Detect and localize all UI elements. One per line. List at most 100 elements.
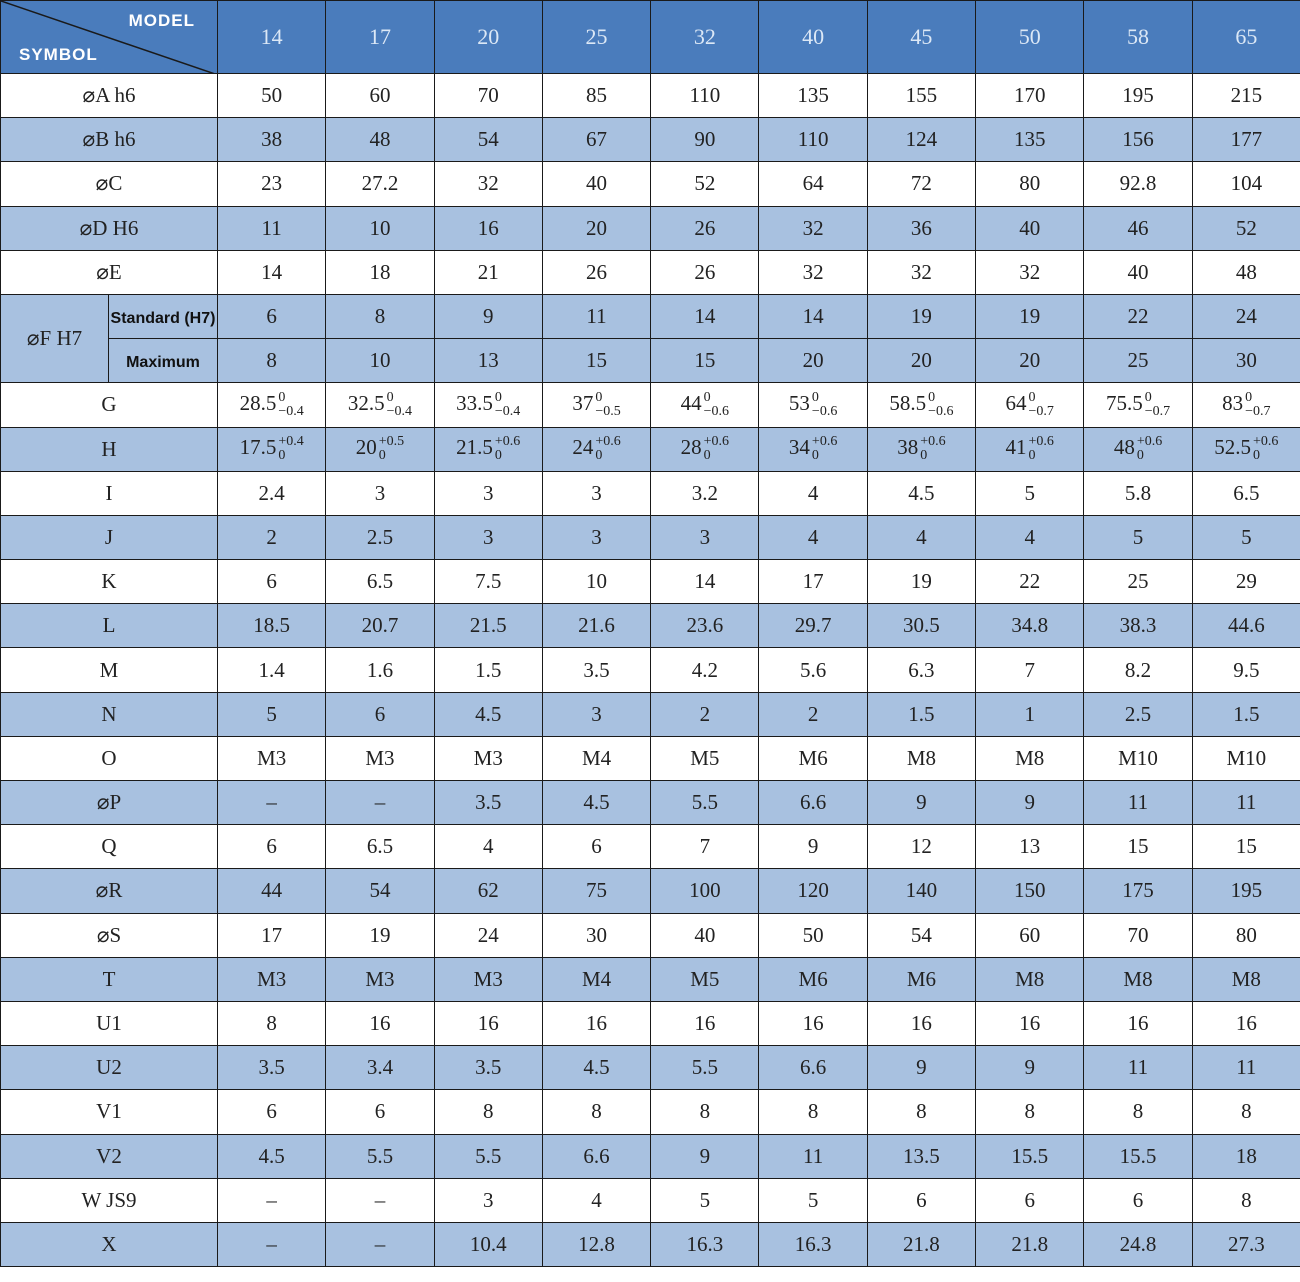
value-cell: 9 [975,1045,1085,1091]
value-cell: 6.6 [758,779,868,826]
value-cell: 156 [1083,117,1193,163]
value-cell: 4.2 [650,647,760,693]
upper-deviation: 0 [494,390,502,405]
value-cell: M3 [325,956,435,1002]
value-cell: 8 [325,293,435,340]
value-cell: 14 [650,559,760,605]
value-cell: M8 [1083,956,1193,1002]
table-row: ⌀P – –3.5 4.5 5.5 6.6 9 9 11 11 [0,779,1300,826]
value-cell: 1 [975,691,1085,737]
value-cell: 1.5 [433,647,543,693]
value-cell: 16.3 [650,1221,760,1268]
value-cell: 32 [866,249,977,295]
value-cell: 21.5 [433,603,543,649]
value-cell: 5.6 [758,647,868,693]
value-cell: 44.6 [1191,603,1300,649]
value-cell: 21 [433,249,543,295]
lower-deviation: −0.4 [494,404,521,419]
value-cell: 8.2 [1083,647,1193,693]
value-cell: 195 [1083,72,1193,119]
lower-deviation: −0.7 [1144,404,1171,419]
value-cell: 40 [650,912,760,958]
value-cell: 38.3 [1083,603,1193,649]
tolerance-cell: 28 +0.6 0 [650,426,760,472]
value-cell: 70 [433,72,543,119]
value-cell: 60 [975,912,1085,958]
symbol-cell: ⌀E [0,249,218,295]
header-row: MODEL SYMBOL 14 17 20 25 32 40 45 50 58 65 [0,0,1300,74]
tolerance-cell: 44 0 −0.6 [650,382,760,428]
table-row: ⌀R 44 54 62 75 100 120 140 150 175 195 [0,868,1300,914]
lower-deviation: 0 [378,448,386,464]
value-cell: 18.5 [216,603,327,649]
value-cell: 4.5 [541,1045,652,1091]
value-cell: 2 [758,691,868,737]
value-cell: 8 [1083,1089,1193,1135]
value-cell: 4 [975,514,1085,561]
value-cell: 11 [758,1133,868,1179]
value-cell: 5 [1083,514,1193,561]
model-cell: 50 [975,0,1085,74]
tolerance: +0.6 0 [595,435,620,463]
value-cell: 46 [1083,205,1193,251]
value-cell: 80 [975,161,1085,207]
base-value: 64 [1005,390,1027,415]
table-row: ⌀S 17 19 24 30 40 50 54 60 70 80 [0,912,1300,958]
value-cell: 50 [758,912,868,958]
value-cell: 26 [541,249,652,295]
model-cell: 14 [216,0,327,74]
value-cell: 26 [650,205,760,251]
value-cell: 40 [541,161,652,207]
value-cell: 40 [1083,249,1193,295]
table-row: J 2 2.5 3 3 3 4 4 4 5 5 [0,514,1300,561]
value-cell: 30 [541,912,652,958]
value-cell: 3 [541,514,652,561]
table-row: ⌀D H6 11 10 16 20 26 32 36 40 46 52 [0,205,1300,251]
value-cell: 215 [1191,72,1300,119]
value-cell: 8 [541,1089,652,1135]
tolerance-cell: 21.5 +0.6 0 [433,426,543,472]
value-cell: 195 [1191,868,1300,914]
value-cell: 177 [1191,117,1300,163]
upper-deviation: 0 [386,390,394,405]
value-cell: 175 [1083,868,1193,914]
symbol-cell: O [0,735,218,782]
value-cell: 3 [433,1177,543,1223]
model-cell: 25 [541,0,652,74]
value-cell: 9 [866,1045,977,1091]
value-cell: 4 [541,1177,652,1223]
value-cell: 8 [216,338,327,384]
value-cell: 23.6 [650,603,760,649]
value-cell: 9 [975,779,1085,826]
value-cell: 16.3 [758,1221,868,1268]
value-cell: 13 [433,338,543,384]
table-row: O M3 M3 M3 M4 M5 M6 M8 M8 M10 M10 [0,735,1300,782]
value-cell: 6 [866,1177,977,1223]
value-cell: 100 [650,868,760,914]
value-cell: 16 [650,1000,760,1047]
base-value: 24 [572,435,594,459]
value-cell: 11 [1191,779,1300,826]
symbol-cell: ⌀P [0,779,218,826]
value-cell: 14 [216,249,327,295]
symbol-cell: I [0,470,218,516]
value-cell: 5.5 [650,1045,760,1091]
value-cell: 10 [325,338,435,384]
value-cell: 5.8 [1083,470,1193,516]
value-cell: 3.5 [433,1045,543,1091]
value-cell: 1.6 [325,647,435,693]
value-cell: 6 [216,293,327,340]
upper-deviation: +0.6 [494,434,521,450]
value-cell: 3.2 [650,470,760,516]
value-cell: 4.5 [433,691,543,737]
value-cell: 16 [1191,1000,1300,1047]
value-cell: 6 [216,1089,327,1135]
base-value: 44 [680,390,702,415]
table-row: W JS9– –3 4 5 5 6 6 6 8 [0,1177,1300,1223]
value-cell: 4.5 [866,470,977,516]
upper-deviation: 0 [1028,390,1036,405]
value-cell: M10 [1191,735,1300,782]
value-cell: 1.4 [216,647,327,693]
value-cell: 27.2 [325,161,435,207]
tolerance: +0.6 0 [1253,435,1278,463]
